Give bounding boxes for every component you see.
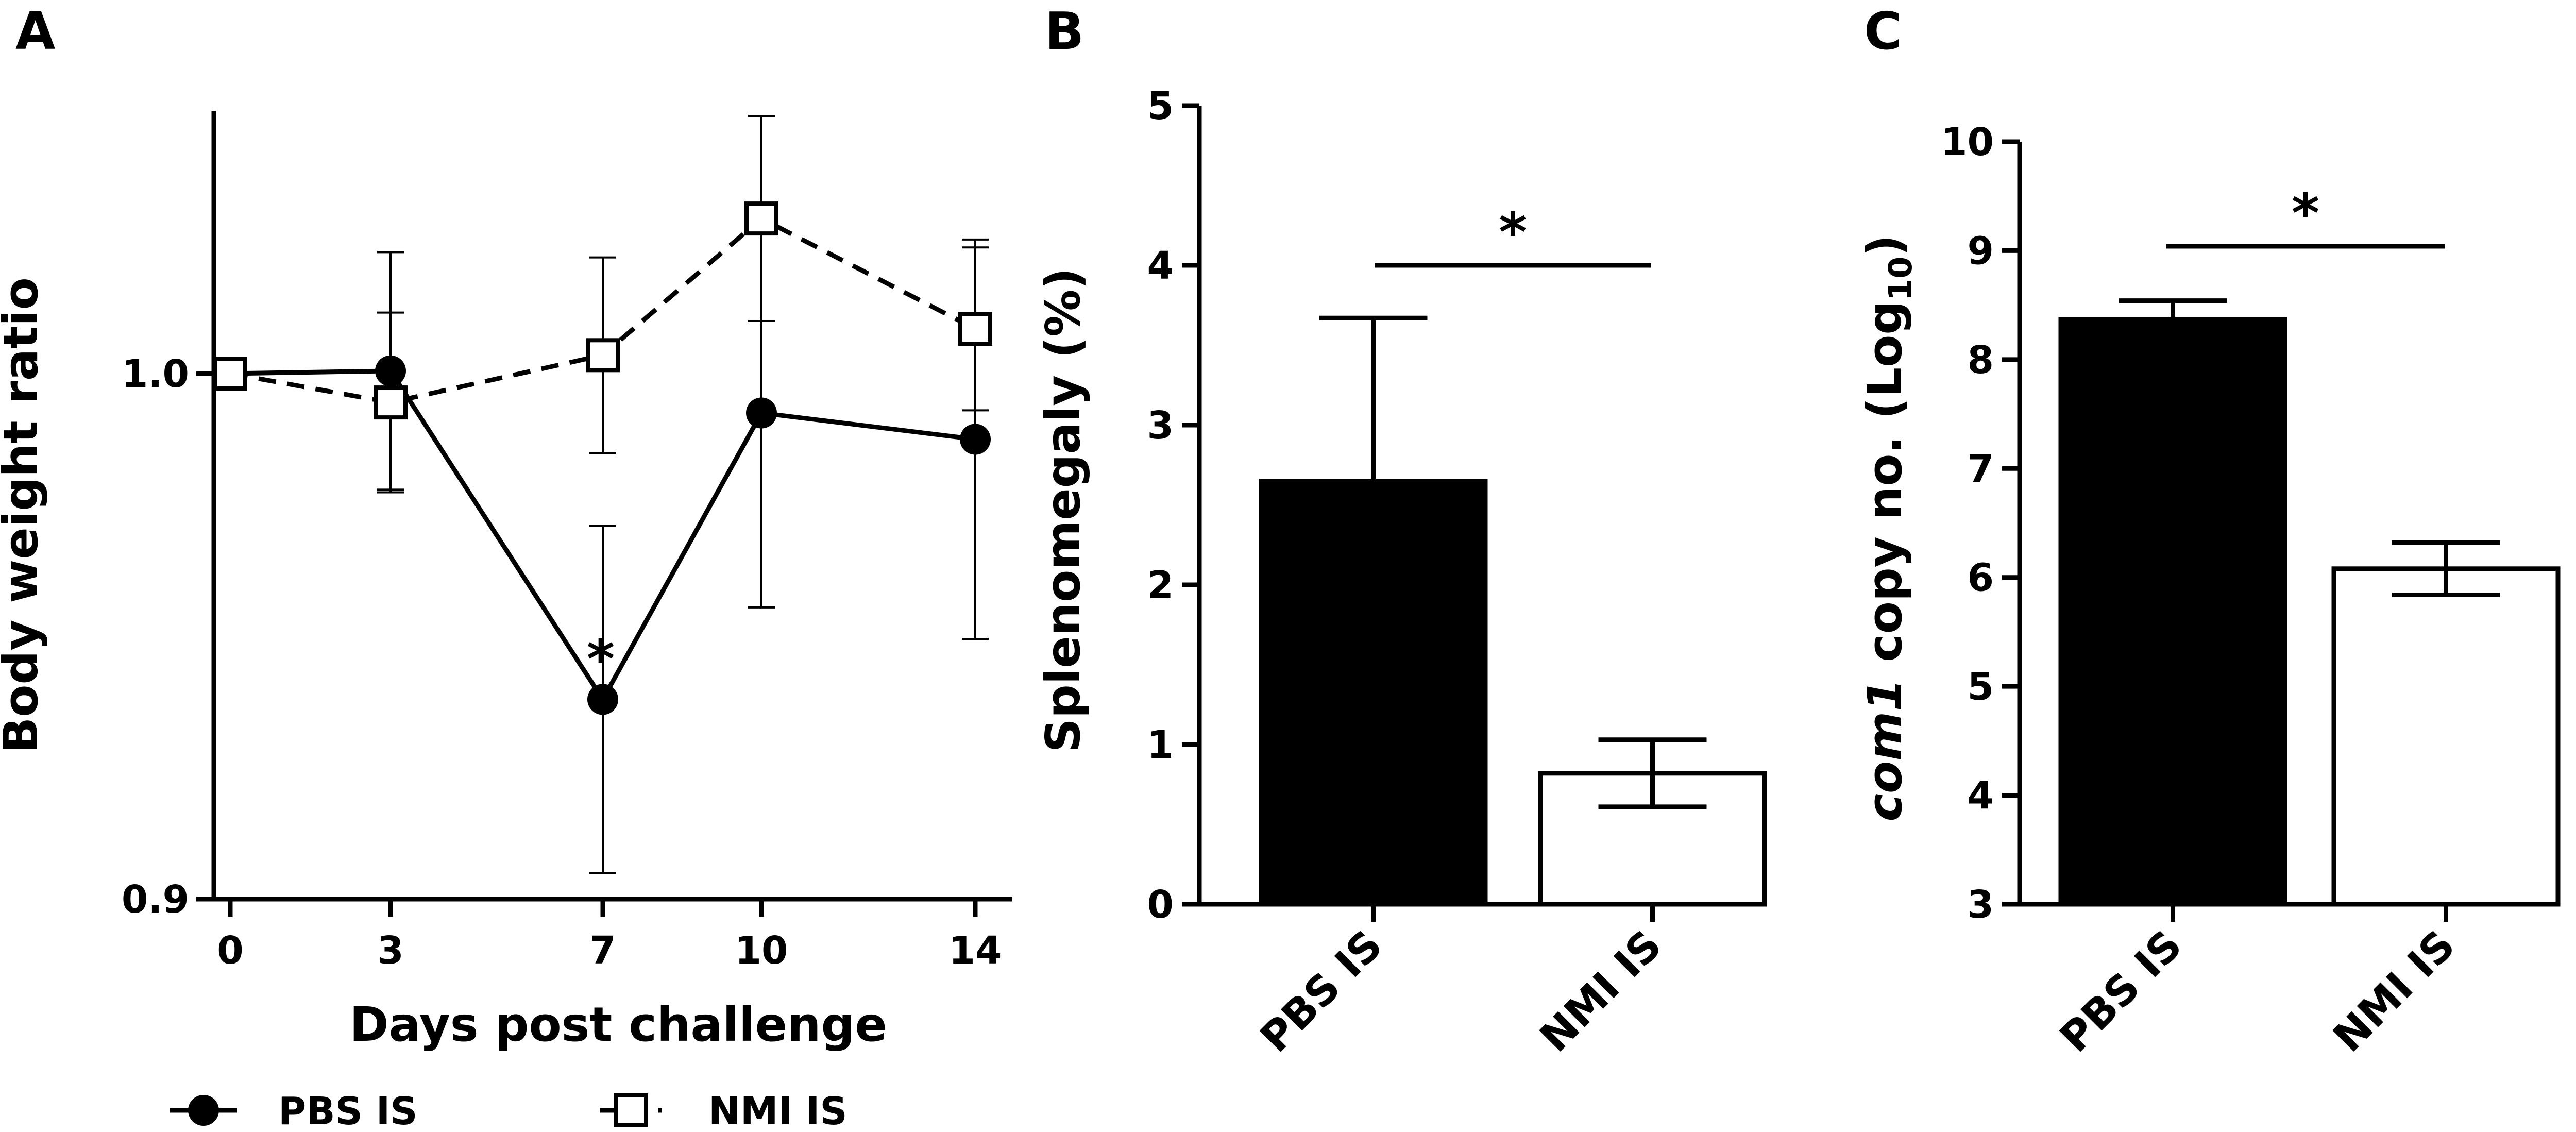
data-point-circle [960, 424, 991, 455]
bar [1259, 479, 1488, 907]
y-tick-label: 9 [1968, 229, 1994, 273]
panel-c-y-axis-title-close: ) [1857, 235, 1912, 257]
panel-a-x-axis-title: Days post challenge [349, 997, 887, 1052]
bar [2058, 317, 2287, 907]
bar-nmi-is [1538, 737, 1767, 907]
panel-c-y-axis-title-subscript: 10 [1882, 257, 1919, 301]
legend-item-pbs: PBS IS [170, 1089, 418, 1132]
category-label: PBS IS [2050, 921, 2191, 1062]
y-tick-label: 0 [1147, 883, 1174, 927]
significance-star: * [1499, 201, 1527, 264]
data-point-square [744, 201, 778, 236]
y-tick-label: 4 [1968, 774, 1994, 818]
y-tick-label: 8 [1968, 338, 1994, 382]
panel-letter-a: A [15, 1, 55, 61]
legend-item-nmi: NMI IS [600, 1089, 848, 1132]
panel-a-legend: PBS IS NMI IS [170, 1089, 848, 1132]
significance-star: * [2292, 182, 2319, 245]
y-tick-label: 2 [1147, 563, 1174, 607]
panel-c-y-axis-title-rest: copy no. (Log [1857, 301, 1912, 679]
panel-a-series: * [213, 115, 992, 874]
category-label: NMI IS [2324, 921, 2464, 1061]
x-tick-label: 7 [589, 928, 616, 973]
panel-a-x-ticks: 0 3 7 10 14 [217, 899, 1002, 973]
panel-a-y-ticks: 0.9 1.0 [122, 352, 214, 922]
bar-nmi-is [2331, 540, 2561, 907]
panel-c-y-axis-title-italic: com1 [1857, 679, 1912, 822]
bar [2331, 566, 2561, 907]
panel-b: B 0 1 2 3 4 5 PBS IS NMI IS * Splenomegaly (%) [1036, 1, 1767, 1061]
data-point-square [213, 357, 247, 391]
y-tick-label: 7 [1968, 447, 1994, 491]
y-tick-label: 6 [1968, 556, 1994, 600]
panel-c-bars [2058, 298, 2561, 907]
y-tick-label: 3 [1968, 883, 1994, 927]
data-point-square [586, 338, 620, 373]
y-tick-label: 5 [1968, 665, 1994, 709]
panel-b-category-labels: PBS IS NMI IS [1251, 904, 1671, 1061]
significance-star: * [587, 628, 615, 690]
legend-marker-square [614, 1093, 648, 1127]
panel-c-y-axis-title: com1 copy no. (Log10) [1857, 235, 1919, 822]
y-tick-label: 10 [1941, 120, 1994, 164]
panel-c-y-ticks: 3 4 5 6 7 8 9 10 [1941, 120, 2020, 927]
y-tick-label: 5 [1147, 84, 1174, 128]
panel-a: A 0.9 1.0 0 3 7 10 14 * Body weight ratio Day… [0, 1, 1012, 1132]
y-tick-label: 1.0 [122, 352, 189, 396]
x-tick-label: 3 [377, 928, 404, 973]
panel-b-bars [1259, 315, 1767, 907]
panel-b-significance: * [1375, 201, 1651, 268]
data-point-circle [746, 397, 777, 429]
y-tick-label: 3 [1147, 403, 1174, 448]
x-tick-label: 10 [735, 928, 788, 973]
legend-marker-circle [188, 1095, 219, 1126]
y-tick-label: 1 [1147, 723, 1174, 767]
category-label: PBS IS [1251, 921, 1392, 1062]
bar-pbs-is [1259, 315, 1488, 907]
data-point-square [374, 385, 408, 420]
panel-a-y-axis-title: Body weight ratio [0, 277, 48, 753]
data-point-circle [587, 684, 618, 715]
panel-c-category-labels: PBS IS NMI IS [2050, 904, 2464, 1061]
panel-b-y-axis-title: Splenomegaly (%) [1036, 268, 1091, 753]
data-point-square [958, 312, 992, 346]
bar-pbs-is [2058, 298, 2287, 907]
legend-label: NMI IS [708, 1089, 848, 1132]
panel-c: C 3 4 5 6 7 8 9 10 PBS IS NMI IS * com1 copy no.… [1857, 1, 2561, 1061]
panel-letter-b: B [1045, 1, 1084, 61]
panel-b-y-ticks: 0 1 2 3 4 5 [1147, 84, 1199, 927]
series-nmi-is [213, 115, 992, 494]
x-tick-label: 14 [949, 928, 1002, 973]
panel-c-significance: * [2166, 182, 2445, 249]
category-label: NMI IS [1531, 921, 1671, 1061]
y-tick-label: 4 [1147, 244, 1174, 288]
legend-label: PBS IS [278, 1089, 418, 1132]
x-tick-label: 0 [217, 928, 244, 973]
y-tick-label: 0.9 [122, 877, 189, 922]
panel-letter-c: C [1864, 1, 1902, 61]
